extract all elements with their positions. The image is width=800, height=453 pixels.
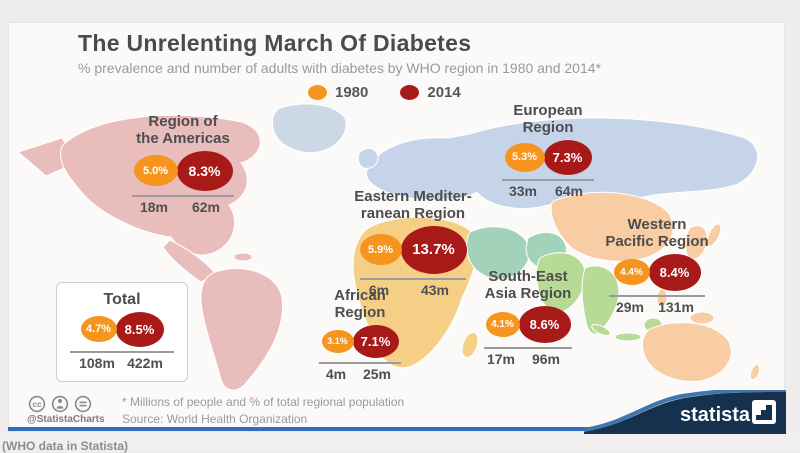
region-americas: Region of the Americas 5.0% 8.3% 18m 62m (97, 113, 269, 215)
statista-wordmark: statista (680, 404, 751, 426)
legend-dot-1980 (308, 85, 327, 100)
bubble-2014: 8.5% (115, 311, 164, 347)
creative-commons-badges[interactable]: cc (28, 395, 98, 413)
region-label: African Region (334, 287, 386, 321)
bubble-2014: 13.7% (400, 225, 467, 274)
count-1980: 29m (615, 298, 645, 315)
page-title: The Unrelenting March Of Diabetes (78, 30, 472, 56)
bubble-1980: 4.4% (613, 259, 650, 286)
bubble-1980: 4.1% (485, 311, 520, 337)
legend-dot-2014 (400, 85, 420, 100)
count-1980: 17m (486, 350, 516, 367)
region-label: South-East Asia Region (484, 268, 572, 302)
region-africa: African Region 3.1% 7.1% 4m 25m (310, 287, 410, 382)
statista-logo-stairs-icon (756, 405, 772, 420)
count-2014: 43m (420, 281, 450, 298)
source-line: Source: World Health Organization (122, 412, 308, 426)
count-1980: 4m (325, 365, 347, 382)
region-western-pacific: Western Pacific Region 4.4% 8.4% 29m 131… (588, 216, 726, 315)
count-1980: 108m (79, 354, 115, 371)
page-subtitle: % prevalence and number of adults with d… (78, 60, 601, 76)
statista-logo-banner[interactable]: statista (584, 390, 786, 434)
page-background-strip (0, 432, 800, 450)
legend-label-2014: 2014 (427, 84, 461, 101)
total-box: Total 4.7% 8.5% 108m 422m (56, 282, 188, 382)
bubble-1980: 3.1% (321, 329, 354, 353)
banner-stripe (584, 390, 786, 432)
bubble-1980: 5.3% (504, 142, 545, 172)
statista-charts-handle[interactable]: @StatistaCharts (27, 414, 105, 425)
bubble-1980: 5.9% (359, 234, 402, 266)
count-2014: 62m (191, 198, 221, 215)
region-label: Western Pacific Region (605, 216, 709, 250)
count-2014: 64m (554, 182, 584, 199)
bottom-accent-bar (8, 427, 785, 431)
banner-swoosh (584, 392, 786, 434)
count-1980: 33m (508, 182, 538, 199)
no-derivatives-icon (74, 395, 92, 413)
bubble-2014: 8.6% (518, 305, 571, 343)
total-label: Total (103, 291, 141, 308)
bubble-2014: 7.1% (352, 324, 399, 358)
count-2014: 422m (127, 354, 163, 371)
bubble-2014: 8.4% (648, 253, 701, 291)
svg-text:cc: cc (33, 400, 42, 409)
region-label: Eastern Mediter- ranean Region (354, 188, 472, 222)
legend-item-2014: 2014 (400, 84, 461, 101)
legend-label-1980: 1980 (335, 84, 369, 101)
count-2014: 131m (658, 298, 694, 315)
bubble-2014: 7.3% (543, 139, 592, 175)
bubble-1980: 4.7% (80, 316, 117, 343)
count-2014: 25m (362, 365, 392, 382)
region-label: Region of the Americas (136, 113, 230, 147)
cc-icon (28, 395, 46, 413)
bubble-2014: 8.3% (176, 150, 233, 191)
region-label: European Region (513, 102, 583, 136)
region-south-east-asia: South-East Asia Region 4.1% 8.6% 17m 96m (462, 268, 594, 367)
legend-item-1980: 1980 (308, 84, 368, 101)
region-europe: European Region 5.3% 7.3% 33m 64m (477, 102, 619, 199)
count-2014: 96m (531, 350, 561, 367)
footnote: * Millions of people and % of total regi… (122, 395, 405, 409)
attribution-icon (51, 395, 69, 413)
count-1980: 18m (139, 198, 169, 215)
bubble-1980: 5.0% (133, 155, 178, 187)
legend: 1980 2014 (308, 84, 461, 101)
clipped-bottom-caption: (WHO data in Statista) (2, 439, 129, 453)
